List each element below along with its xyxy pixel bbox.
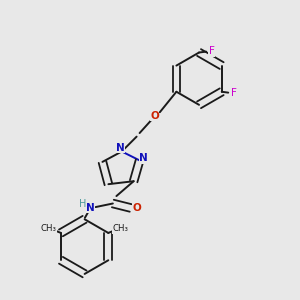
Text: N: N [85,203,94,213]
Text: CH₃: CH₃ [113,224,129,233]
Text: N: N [116,143,124,153]
Text: O: O [133,203,142,213]
Text: O: O [150,111,159,121]
Text: F: F [231,88,237,98]
Text: CH₃: CH₃ [40,224,56,233]
Text: H: H [79,199,86,209]
Text: N: N [140,153,148,163]
Text: F: F [208,46,214,56]
